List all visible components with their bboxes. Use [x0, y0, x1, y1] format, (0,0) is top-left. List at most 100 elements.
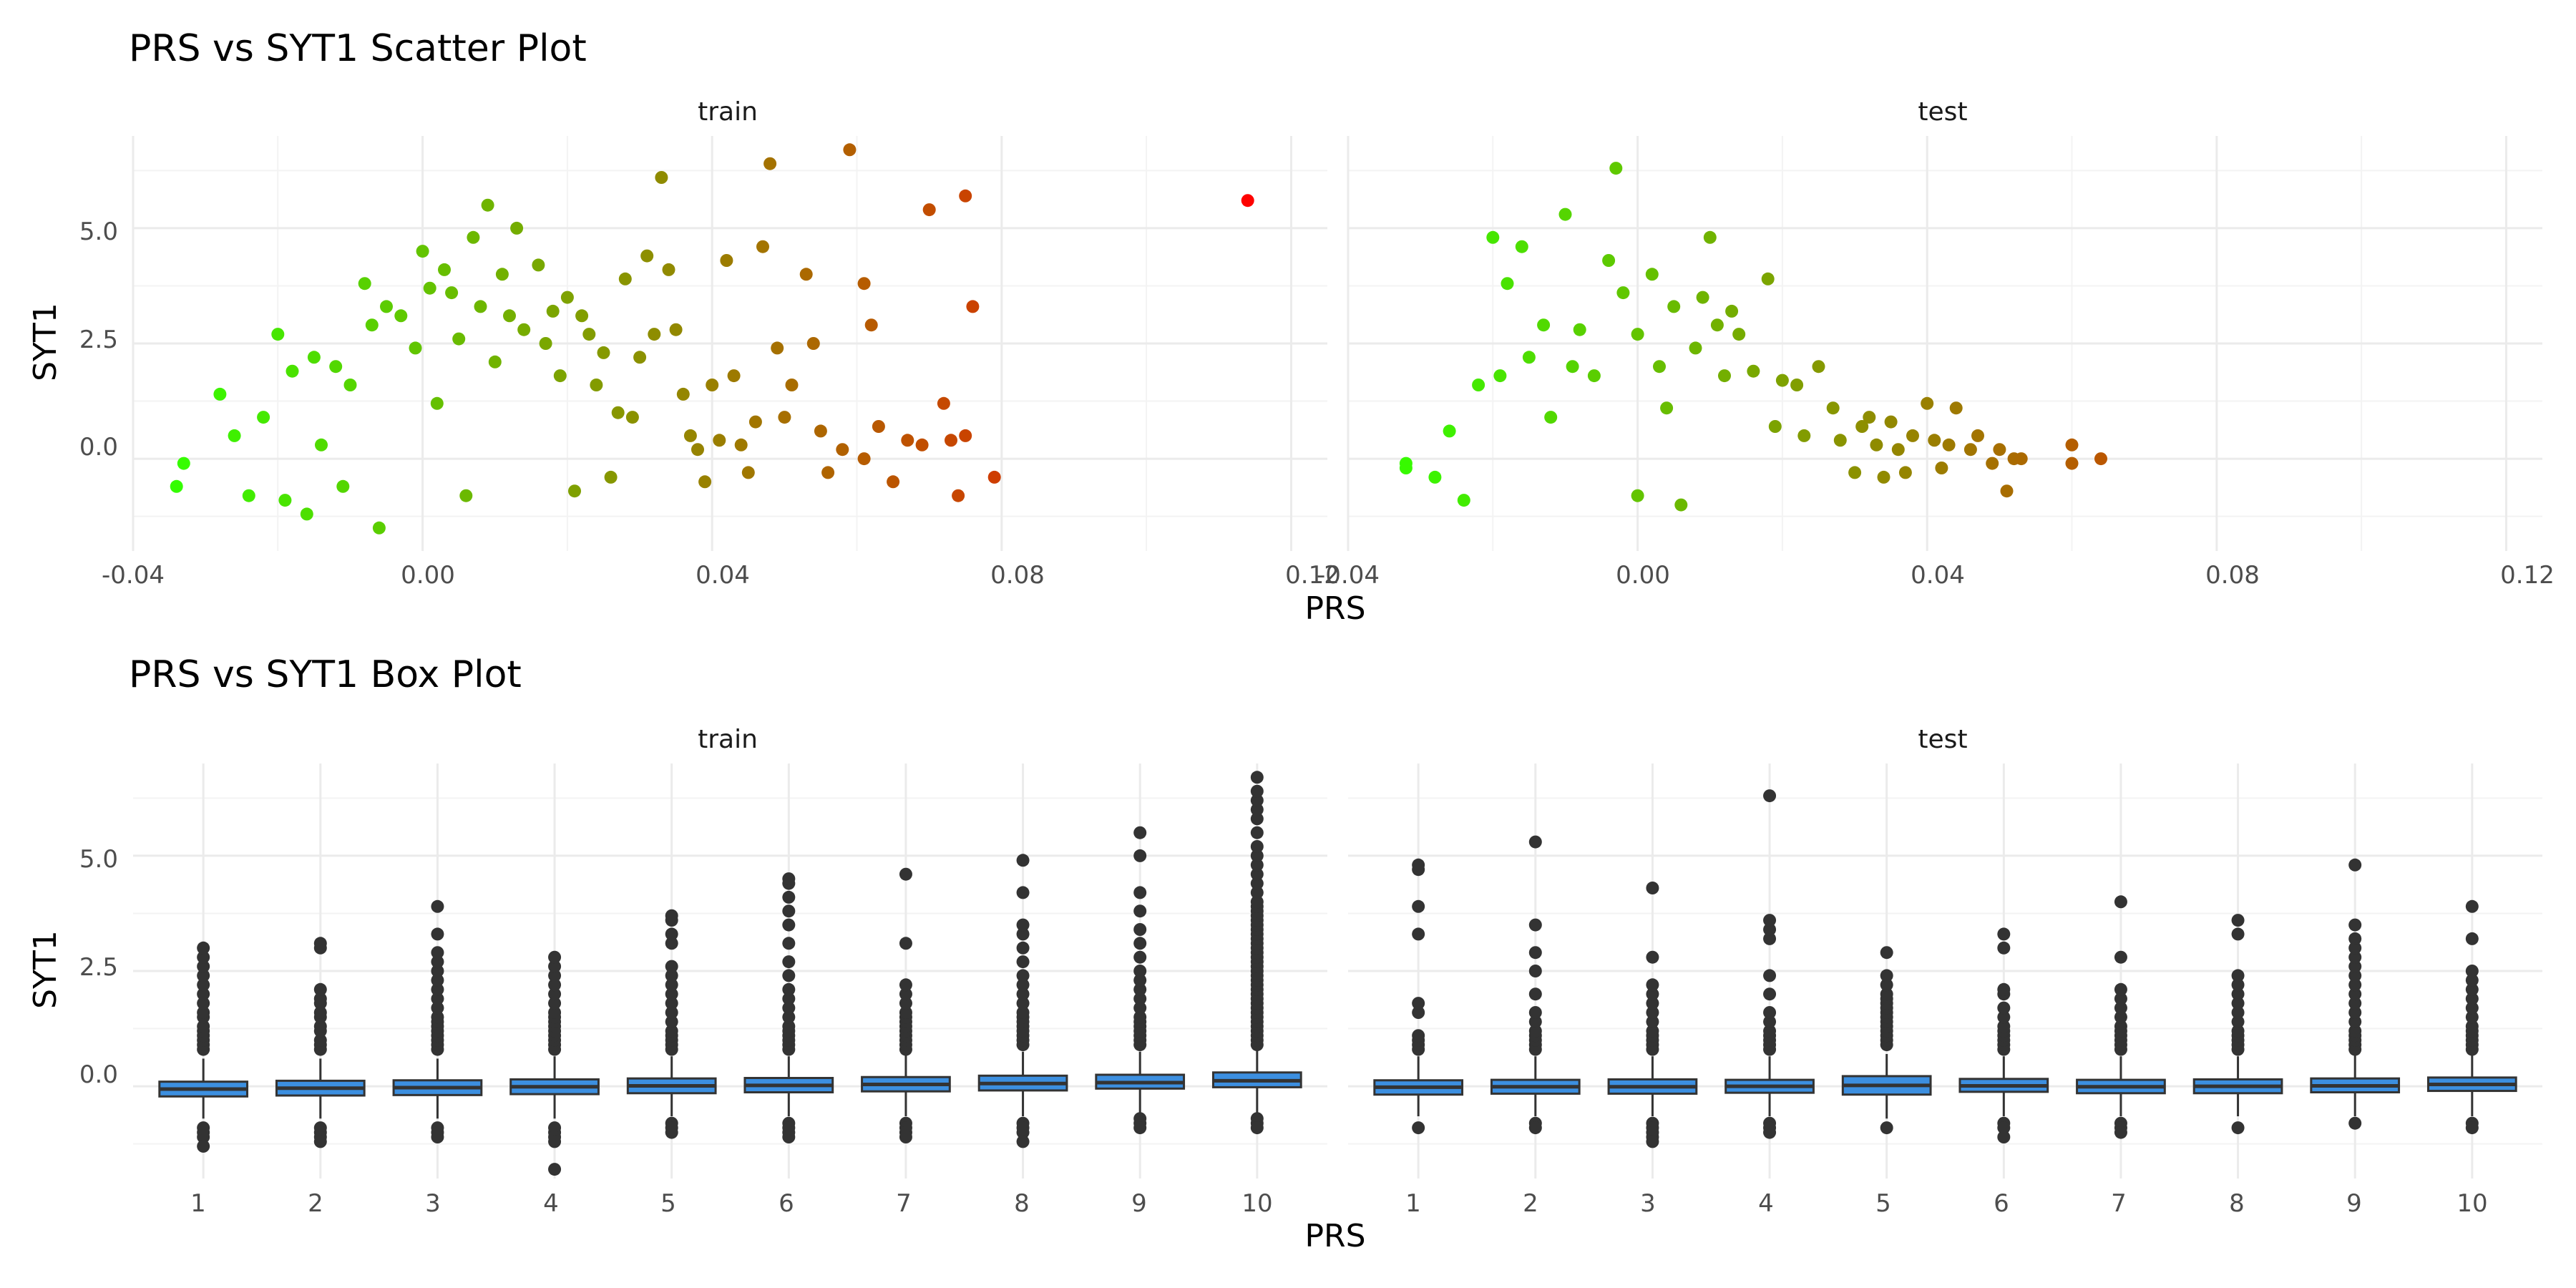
box-outlier-point	[1250, 784, 1264, 798]
box-outlier-point	[2348, 918, 2362, 932]
scatter-train-point	[706, 379, 719, 391]
box-outlier-point	[2231, 1024, 2245, 1038]
box-outlier-point	[1763, 987, 1777, 1001]
box-train-category-5	[626, 909, 717, 1139]
scatter-test-point	[2000, 484, 2014, 498]
scatter-train-point	[857, 452, 871, 466]
box-test-x-tick-10: 10	[2457, 1189, 2487, 1218]
scatter-train-point	[553, 369, 567, 383]
scatter-test-point	[1703, 230, 1717, 244]
box-outlier-point	[431, 973, 444, 987]
box-outlier-point	[1250, 849, 1264, 862]
box-train-x-tick-9: 9	[1131, 1189, 1147, 1218]
scatter-train-point	[785, 379, 799, 391]
scatter-test-point	[1891, 443, 1905, 457]
box-outlier-point	[1763, 914, 1777, 927]
box-train-category-6	[743, 872, 834, 1143]
scatter-test-point	[1993, 443, 2006, 457]
scatter-train-point	[409, 341, 422, 355]
scatter-train-points	[170, 143, 1254, 535]
box-outlier-point	[1646, 1006, 1659, 1019]
scatter-train-x-tick-3: 0.08	[990, 561, 1045, 590]
scatter-train-point	[763, 157, 777, 170]
box-outlier-point	[665, 1024, 678, 1038]
scatter-test-point	[1963, 443, 1977, 457]
box-outlier-point	[1133, 937, 1147, 950]
scatter-train-point	[488, 355, 502, 369]
scatter-test-point	[1833, 434, 1847, 447]
box-outlier-point	[2348, 1006, 2362, 1019]
scatter-test-point	[1689, 341, 1702, 355]
box-outlier-point	[1412, 927, 1425, 941]
box-outlier-point	[1528, 835, 1542, 849]
box-test-x-tick-8: 8	[2229, 1189, 2245, 1218]
box-train-boxes	[158, 771, 1302, 1176]
box-outlier-point	[197, 969, 210, 982]
box-outlier-point	[1133, 904, 1147, 918]
box-outlier-point	[1016, 978, 1030, 992]
scatter-test-point	[1855, 420, 1869, 433]
scatter-test-point	[1768, 420, 1782, 433]
box-outlier-point	[1250, 858, 1264, 872]
box-outlier-point	[1763, 969, 1777, 982]
scatter-train-point	[459, 489, 473, 502]
scatter-train-point	[771, 341, 784, 355]
box-outlier-point	[2348, 997, 2362, 1010]
box-y-axis-title: SYT1	[27, 930, 64, 1009]
scatter-test-point	[1870, 438, 1883, 452]
box-outlier-point	[313, 1033, 327, 1047]
scatter-test-point	[1566, 360, 1579, 374]
box-outlier-point	[782, 872, 796, 886]
box-outlier-point	[1528, 1006, 1542, 1019]
box-train-x-tick-3: 3	[425, 1189, 441, 1218]
box-outlier-point	[1133, 1121, 1147, 1135]
box-outlier-point	[431, 1010, 444, 1024]
scatter-test-point	[1573, 323, 1586, 336]
box-outlier-point	[2465, 982, 2479, 996]
box-outlier-point	[1997, 982, 2011, 996]
scatter-test-point	[1797, 429, 1811, 442]
box-outlier-point	[2348, 1024, 2362, 1038]
scatter-train-point	[213, 387, 227, 401]
scatter-train-point	[872, 420, 885, 433]
box-test-strip-label: test	[1918, 725, 1967, 754]
box-outlier-point	[2348, 1116, 2362, 1130]
box-outlier-point	[2231, 1006, 2245, 1019]
box-outlier-point	[431, 946, 444, 960]
scatter-train-point	[821, 466, 835, 479]
scatter-train-point	[372, 521, 386, 535]
scatter-test-x-tick-2: 0.04	[1911, 561, 1965, 590]
scatter-train-point	[727, 369, 741, 383]
scatter-panel-train: train	[132, 97, 1327, 551]
scatter-test-point	[2014, 452, 2028, 466]
scatter-train-point	[836, 443, 849, 457]
box-outlier-point	[1646, 987, 1659, 1001]
box-outlier-point	[431, 899, 444, 913]
box-test-x-tick-1: 1	[1405, 1189, 1421, 1218]
scatter-train-point	[300, 507, 313, 521]
scatter-train-point	[691, 443, 704, 457]
box-outlier-point	[1016, 1135, 1030, 1148]
scatter-test-point	[1884, 415, 1898, 429]
box-outlier-point	[2465, 1020, 2479, 1033]
box-outlier-point	[1250, 867, 1264, 881]
box-test-x-tick-7: 7	[2111, 1189, 2127, 1218]
box-train-x-tick-10: 10	[1241, 1189, 1272, 1218]
scatter-y-axis-title: SYT1	[27, 303, 64, 381]
box-outlier-point	[1133, 826, 1147, 839]
scatter-train-point	[336, 479, 350, 493]
box-test-x-tick-4: 4	[1758, 1189, 1774, 1218]
scatter-train-point	[481, 198, 494, 212]
box-outlier-point	[665, 978, 678, 992]
scatter-train-point	[546, 304, 560, 318]
scatter-test-point	[1812, 360, 1825, 374]
scatter-test-point	[1609, 162, 1623, 175]
box-outlier-point	[1646, 882, 1659, 894]
scatter-train-point	[474, 300, 487, 313]
scatter-train-point	[676, 387, 690, 401]
box-outlier-point	[1250, 771, 1264, 784]
box-outlier-point	[2465, 1010, 2479, 1024]
box-outlier-point	[197, 978, 210, 992]
box-outlier-point	[2348, 932, 2362, 945]
